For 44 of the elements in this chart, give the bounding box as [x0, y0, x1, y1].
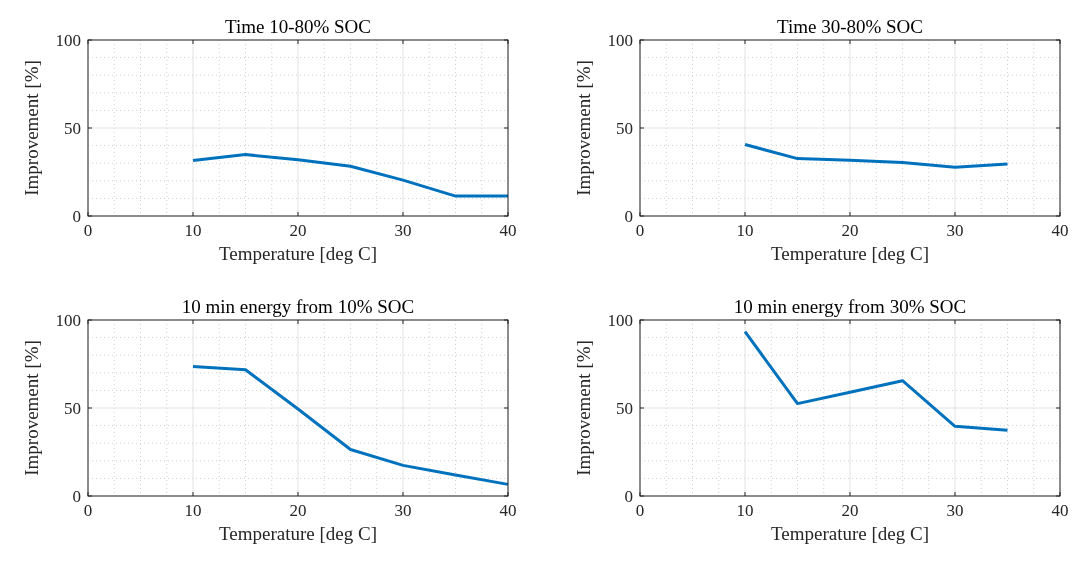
y-tick-label: 0	[72, 486, 81, 506]
x-tick-label: 20	[841, 221, 859, 240]
x-tick-label: 40	[499, 221, 517, 240]
x-tick-label: 40	[499, 501, 517, 520]
x-tick-label: 40	[1051, 501, 1069, 520]
y-tick-label: 0	[624, 206, 633, 226]
y-tick-label: 0	[624, 486, 633, 506]
x-tick-label: 20	[289, 221, 307, 240]
x-tick-label: 10	[736, 501, 754, 520]
x-axis-title: Temperature [deg C]	[219, 243, 377, 264]
x-tick-label: 30	[394, 221, 412, 240]
x-tick-label: 10	[184, 221, 202, 240]
y-tick-label: 50	[64, 398, 81, 418]
y-axis-title: Improvement [%]	[573, 60, 594, 196]
y-tick-label: 50	[64, 118, 81, 138]
line-series	[743, 330, 1009, 432]
x-tick-label: 10	[184, 501, 202, 520]
x-tick-label: 30	[946, 501, 964, 520]
y-axis-title: Improvement [%]	[21, 60, 42, 196]
x-tick-label: 20	[841, 501, 859, 520]
chart-title: 10 min energy from 10% SOC	[181, 296, 415, 317]
chart-title: Time 10-80% SOC	[224, 16, 372, 37]
x-axis-title: Temperature [deg C]	[219, 523, 377, 544]
y-tick-label: 50	[616, 118, 633, 138]
y-axis-title: Improvement [%]	[573, 340, 594, 476]
y-tick-label: 100	[55, 30, 81, 50]
line-series	[191, 364, 510, 486]
x-axis-title: Temperature [deg C]	[771, 243, 929, 264]
chart-title: Time 30-80% SOC	[776, 16, 924, 37]
x-tick-label: 30	[394, 501, 412, 520]
x-tick-label: 10	[736, 221, 754, 240]
y-tick-label: 100	[55, 310, 81, 330]
y-tick-label: 0	[72, 206, 81, 226]
y-tick-label: 100	[607, 30, 633, 50]
x-tick-label: 20	[289, 501, 307, 520]
line-series	[743, 143, 1009, 169]
x-axis-title: Temperature [deg C]	[771, 523, 929, 544]
y-tick-label: 50	[616, 398, 633, 418]
y-axis-title: Improvement [%]	[21, 340, 42, 476]
line-series	[191, 153, 510, 198]
x-tick-label: 30	[946, 221, 964, 240]
y-tick-label: 100	[607, 310, 633, 330]
chart-title: 10 min energy from 30% SOC	[733, 296, 967, 317]
x-tick-label: 40	[1051, 221, 1069, 240]
